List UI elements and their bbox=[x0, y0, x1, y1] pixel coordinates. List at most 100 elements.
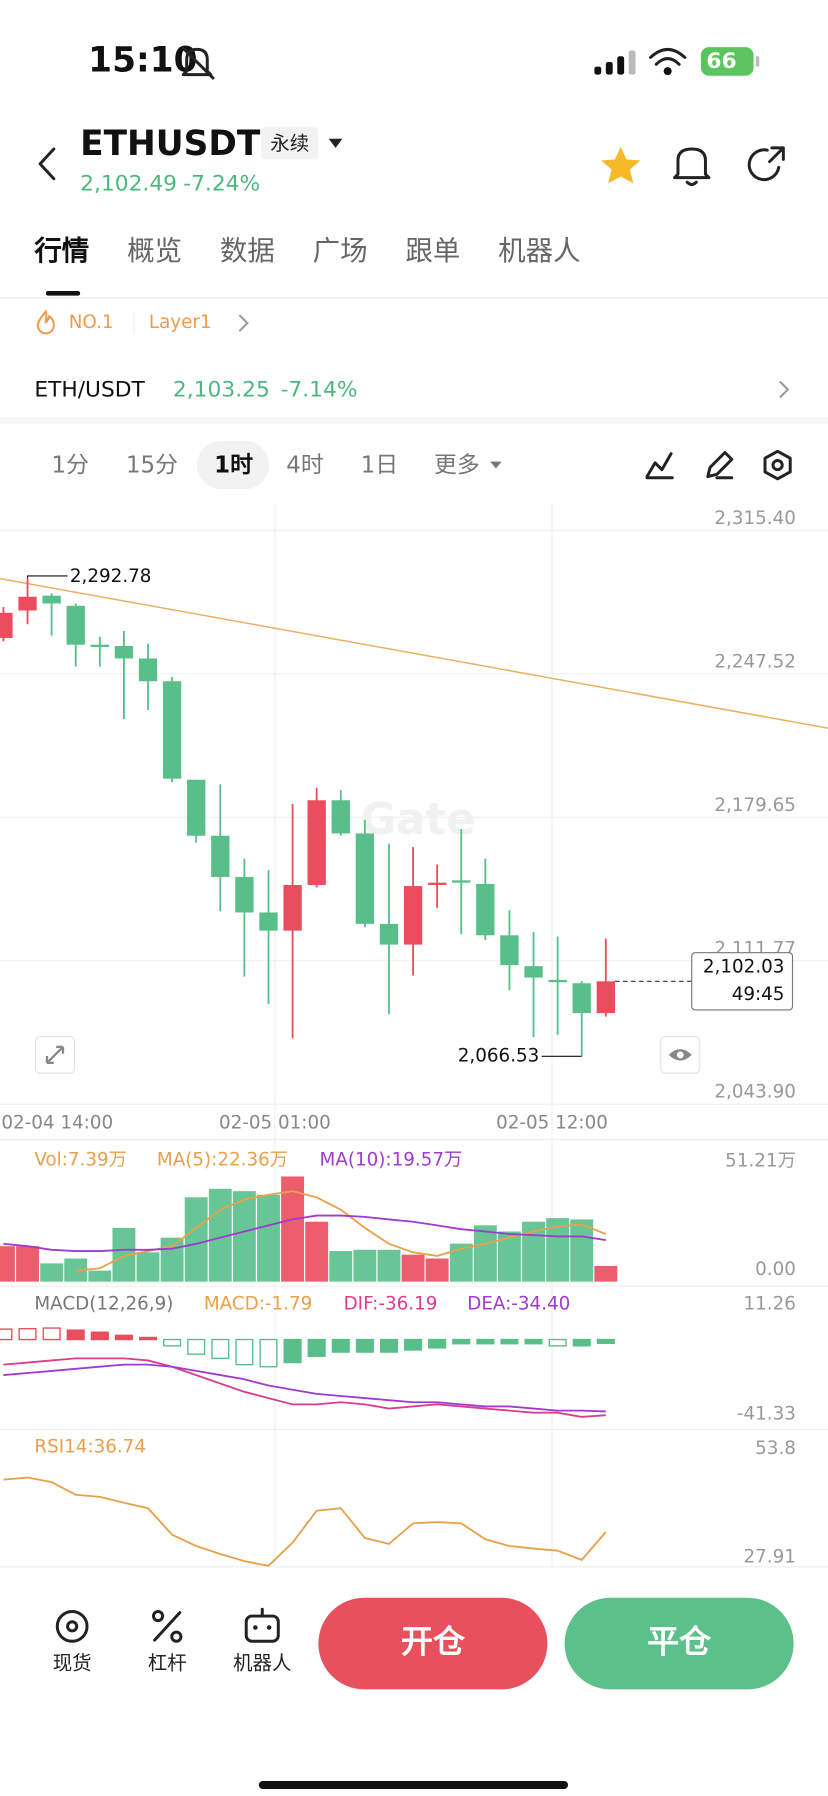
volume-bar bbox=[257, 1194, 280, 1282]
interval[interactable]: 15分 bbox=[126, 453, 178, 479]
volume-bar bbox=[184, 1197, 208, 1282]
volume-bar bbox=[377, 1249, 401, 1282]
macd-bar bbox=[90, 1331, 109, 1341]
spot-price: 2,103.25 bbox=[173, 378, 270, 403]
macd-bar bbox=[42, 1327, 61, 1341]
macd-bar bbox=[476, 1338, 495, 1345]
more-caret[interactable] bbox=[490, 461, 502, 469]
tab[interactable]: 广场 bbox=[313, 235, 368, 267]
macd-bar bbox=[404, 1338, 423, 1351]
spot-pair[interactable]: ETH/USDT bbox=[34, 378, 145, 403]
interval[interactable]: 更多 bbox=[434, 453, 480, 479]
back-button[interactable] bbox=[38, 147, 56, 181]
close-button-label[interactable]: 平仓 bbox=[647, 1623, 712, 1661]
open-button-label[interactable]: 开仓 bbox=[401, 1623, 466, 1661]
volume-bar bbox=[401, 1254, 425, 1282]
volume-bar bbox=[473, 1225, 497, 1282]
macd-bar bbox=[331, 1338, 350, 1353]
visibility-button[interactable] bbox=[660, 1035, 701, 1074]
candle-body bbox=[259, 912, 278, 931]
contract-tag[interactable]: 永续 bbox=[270, 132, 309, 155]
macd-bar bbox=[355, 1338, 374, 1353]
macd-bar bbox=[235, 1338, 254, 1366]
nav-label[interactable]: 机器人 bbox=[233, 1652, 291, 1675]
indicator-button[interactable] bbox=[645, 452, 674, 480]
battery-cap bbox=[755, 56, 760, 67]
low-marker-label: 2,066.53 bbox=[458, 1045, 540, 1066]
volume-bar bbox=[0, 1246, 15, 1282]
share-button[interactable] bbox=[747, 146, 785, 182]
indicator-line bbox=[3, 1214, 606, 1252]
interval[interactable]: 1分 bbox=[52, 453, 89, 479]
macd-bar bbox=[548, 1338, 567, 1347]
interval[interactable]: 1日 bbox=[361, 453, 398, 479]
tab[interactable]: 行情 bbox=[33, 235, 89, 267]
volume-bar bbox=[16, 1246, 39, 1282]
charts: 2,315.402,247.522,179.652,111.772,043.90… bbox=[0, 508, 828, 1568]
tab[interactable]: 机器人 bbox=[498, 235, 580, 267]
signal-icon bbox=[594, 50, 636, 75]
macd-bar bbox=[18, 1327, 37, 1341]
expand-button[interactable] bbox=[34, 1035, 76, 1074]
favorite-star[interactable] bbox=[601, 146, 641, 184]
countdown: 49:45 bbox=[732, 984, 785, 1005]
alert-bell[interactable] bbox=[673, 147, 711, 187]
high-marker-label: 2,292.78 bbox=[70, 566, 152, 587]
interval[interactable]: 4时 bbox=[286, 453, 324, 479]
y-tick-label: 53.8 bbox=[755, 1438, 796, 1459]
tab[interactable]: 概览 bbox=[127, 235, 182, 267]
legend-entry: Vol:7.39万 bbox=[34, 1149, 127, 1170]
spot-chevron[interactable] bbox=[779, 380, 790, 399]
rank-tag[interactable]: NO.1 bbox=[69, 312, 114, 333]
macd-bar bbox=[524, 1338, 543, 1345]
interval[interactable]: 1时 bbox=[214, 453, 253, 479]
sector-tag[interactable]: Layer1 bbox=[149, 312, 212, 333]
home-indicator bbox=[258, 1780, 569, 1789]
interval-selected-bg bbox=[196, 441, 270, 490]
macd-bar bbox=[379, 1338, 399, 1353]
tag-chevron[interactable] bbox=[238, 314, 249, 332]
hot-icon bbox=[36, 309, 55, 335]
draw-button[interactable] bbox=[706, 451, 734, 480]
open-button[interactable] bbox=[318, 1597, 548, 1690]
macd-bar bbox=[428, 1338, 447, 1349]
volume-bar bbox=[160, 1237, 184, 1282]
candle-body bbox=[524, 966, 543, 978]
volume-bar bbox=[497, 1231, 521, 1282]
tab[interactable]: 跟单 bbox=[405, 235, 460, 267]
y-tick-label: 51.21万 bbox=[725, 1150, 796, 1171]
x-tick-label: 02-05 12:00 bbox=[496, 1113, 608, 1134]
volume-bar bbox=[40, 1263, 64, 1282]
dropdown-caret[interactable] bbox=[328, 138, 343, 148]
header-change: -7.24% bbox=[183, 172, 260, 197]
settings-button[interactable] bbox=[763, 449, 792, 481]
candle-body bbox=[476, 883, 495, 936]
x-tick-label: 02-04 14:00 bbox=[1, 1113, 113, 1134]
volume-bar bbox=[281, 1176, 305, 1282]
last-price-label: 2,102.03 bbox=[703, 957, 785, 978]
y-tick-label: 2,315.40 bbox=[714, 508, 796, 529]
nav-label[interactable]: 杠杆 bbox=[148, 1652, 187, 1675]
candle-body bbox=[162, 681, 182, 779]
watermark: Gate bbox=[360, 795, 475, 845]
volume-bar bbox=[570, 1219, 594, 1282]
tab[interactable]: 数据 bbox=[220, 235, 275, 267]
clock: 15:10 bbox=[88, 40, 197, 80]
indicator-line bbox=[3, 1357, 606, 1418]
candle-body bbox=[596, 981, 615, 1014]
mute-icon bbox=[181, 46, 215, 80]
nav-label[interactable]: 现货 bbox=[53, 1652, 92, 1675]
indicator-line bbox=[3, 1476, 607, 1567]
volume-bar bbox=[112, 1227, 136, 1282]
candle-body bbox=[307, 800, 326, 885]
header-price: 2,102.49 bbox=[80, 172, 177, 197]
trend-line bbox=[0, 577, 828, 729]
volume-bar bbox=[305, 1221, 329, 1282]
bot-icon[interactable] bbox=[244, 1607, 280, 1643]
volume-bar bbox=[522, 1221, 545, 1282]
close-button[interactable] bbox=[564, 1597, 794, 1690]
legend-entry: DIF:-36.19 bbox=[344, 1294, 438, 1315]
spot-icon[interactable] bbox=[55, 1609, 89, 1643]
margin-icon[interactable] bbox=[151, 1609, 183, 1643]
